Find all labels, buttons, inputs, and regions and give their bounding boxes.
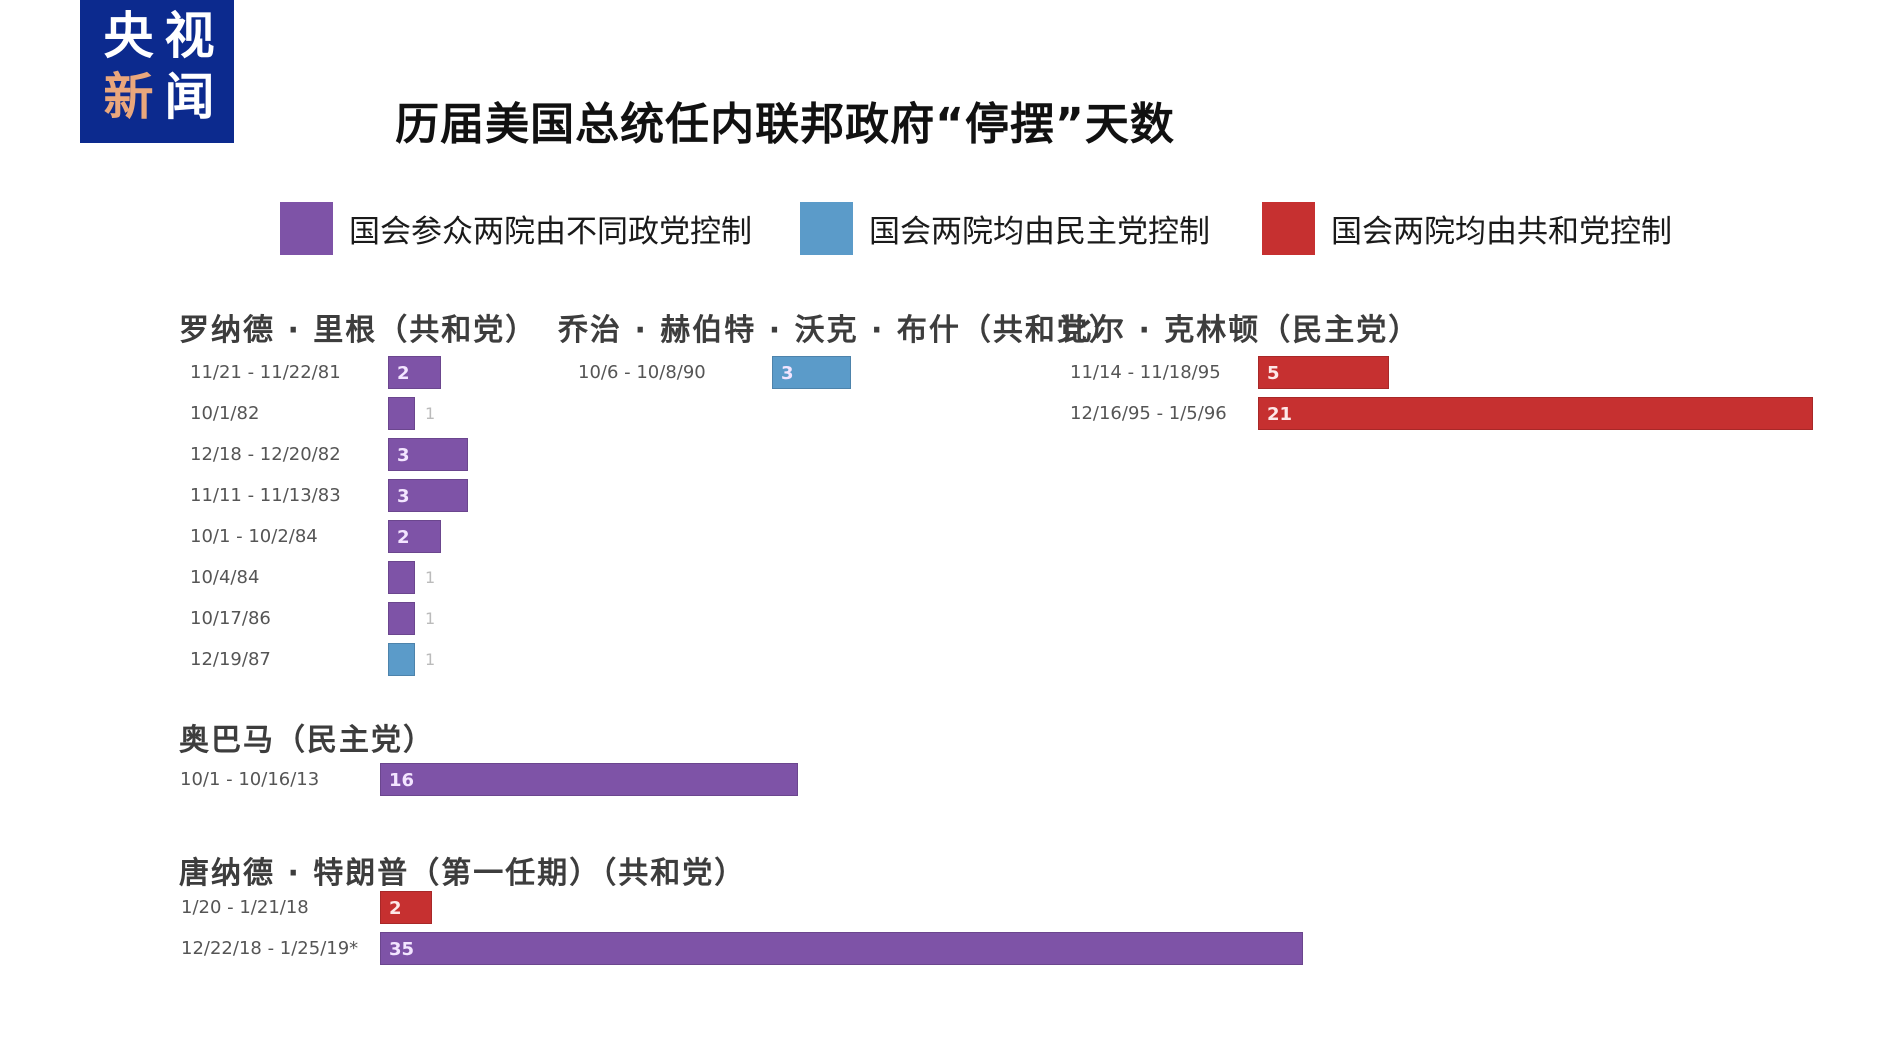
legend-item-rep: 国会两院均由共和党控制 — [1262, 200, 1672, 256]
bar-value: 1 — [425, 609, 436, 628]
row-label: 12/18 - 12/20/82 — [190, 444, 341, 465]
bar-value: 2 — [397, 363, 410, 384]
row-label: 12/19/87 — [190, 649, 271, 670]
bar-value: 1 — [425, 568, 436, 587]
heading-clinton: 比尔 · 克林顿（民主党） — [1062, 313, 1421, 348]
bar — [388, 643, 415, 676]
legend-item-split: 国会参众两院由不同政党控制 — [280, 200, 752, 256]
legend-item-dem: 国会两院均由民主党控制 — [800, 200, 1210, 256]
row-label: 1/20 - 1/21/18 — [181, 897, 309, 918]
row-label: 10/1/82 — [190, 403, 260, 424]
legend-swatch-red — [1262, 201, 1315, 255]
cctv-news-logo: 央 视 新 闻 — [80, 0, 234, 143]
bar-value: 1 — [425, 650, 436, 669]
bar — [388, 561, 415, 594]
bar: 2 — [380, 891, 432, 924]
chart-title: 历届美国总统任内联邦政府“停摆”天数 — [395, 99, 1175, 150]
bar: 3 — [388, 438, 468, 471]
bar-value: 3 — [397, 486, 410, 507]
bar: 2 — [388, 356, 441, 389]
logo-char-3: 新 — [103, 67, 154, 126]
heading-obama: 奥巴马（民主党） — [179, 723, 435, 758]
row-label: 10/6 - 10/8/90 — [578, 362, 706, 383]
bar-value: 35 — [389, 939, 415, 960]
bar: 3 — [388, 479, 468, 512]
heading-trump: 唐纳德 · 特朗普（第一任期）（共和党） — [179, 856, 747, 891]
row-label: 11/11 - 11/13/83 — [190, 485, 341, 506]
bar: 16 — [380, 763, 798, 796]
bar: 21 — [1258, 397, 1813, 430]
row-label: 12/22/18 - 1/25/19* — [181, 938, 359, 959]
bar-value: 21 — [1267, 404, 1293, 425]
bar — [388, 397, 415, 430]
row-label: 11/21 - 11/22/81 — [190, 362, 341, 383]
logo-char-4: 闻 — [164, 67, 215, 126]
legend-label: 国会两院均由共和党控制 — [1331, 213, 1672, 250]
bar: 5 — [1258, 356, 1389, 389]
heading-reagan: 罗纳德 · 里根（共和党） — [179, 313, 538, 348]
bar-value: 2 — [397, 527, 410, 548]
bar: 2 — [388, 520, 441, 553]
legend-label: 国会参众两院由不同政党控制 — [349, 213, 752, 250]
bar — [388, 602, 415, 635]
row-label: 10/1 - 10/2/84 — [190, 526, 318, 547]
bar-value: 2 — [389, 898, 402, 919]
row-label: 10/1 - 10/16/13 — [180, 769, 320, 790]
heading-bush: 乔治 · 赫伯特 · 沃克 · 布什（共和党） — [558, 313, 1121, 348]
logo-char-2: 视 — [164, 7, 215, 65]
bar: 35 — [380, 932, 1303, 965]
row-label: 12/16/95 - 1/5/96 — [1070, 403, 1227, 424]
bar-value: 3 — [781, 363, 794, 384]
legend-swatch-blue — [800, 201, 853, 255]
legend-swatch-purple — [280, 201, 333, 255]
bar-value: 16 — [389, 770, 415, 791]
bar-value: 3 — [397, 445, 410, 466]
bar: 3 — [772, 356, 851, 389]
bar-value: 1 — [425, 404, 436, 423]
legend-label: 国会两院均由民主党控制 — [869, 213, 1210, 250]
bar-value: 5 — [1267, 363, 1280, 384]
row-label: 10/4/84 — [190, 567, 260, 588]
row-label: 10/17/86 — [190, 608, 271, 629]
logo-char-1: 央 — [103, 7, 154, 65]
row-label: 11/14 - 11/18/95 — [1070, 362, 1221, 383]
